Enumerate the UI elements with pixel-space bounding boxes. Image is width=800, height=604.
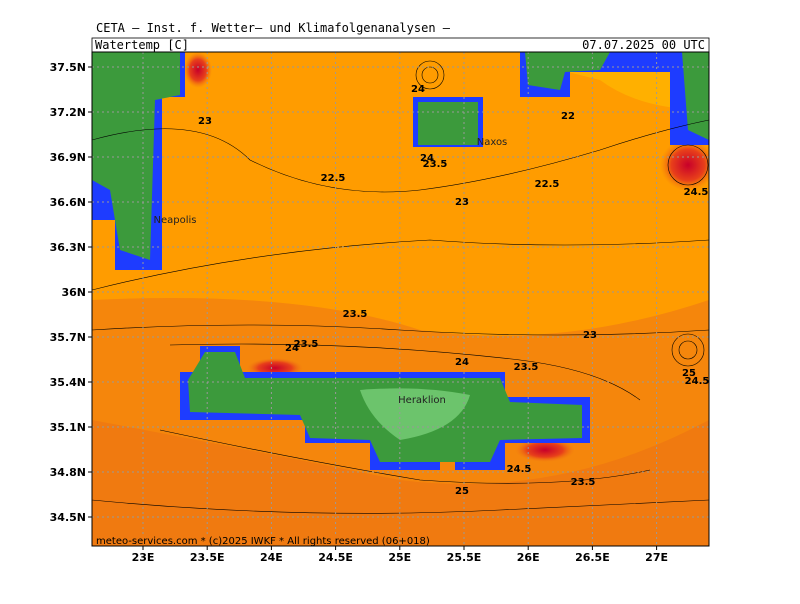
place-name: Neapolis: [154, 215, 197, 226]
map-field: [92, 52, 709, 546]
land: [525, 52, 610, 90]
contour-label: 24: [455, 357, 469, 368]
contour-label: 24: [420, 153, 434, 164]
lat-label: 37.5N: [50, 61, 86, 74]
hot-spot: [184, 52, 212, 88]
contour-label: 23.5: [294, 339, 319, 350]
lat-label: 36.6N: [50, 196, 86, 209]
lat-label: 36.9N: [50, 151, 86, 164]
contour-label: 22.5: [535, 179, 560, 190]
contour-label: 23.5: [423, 159, 448, 170]
lat-label: 35.1N: [50, 421, 86, 434]
place-name: Naxos: [477, 137, 508, 148]
hot-spot: [515, 438, 575, 462]
lat-label: 35.7N: [50, 331, 86, 344]
contour-label: 22: [561, 111, 575, 122]
hot-spot: [660, 139, 709, 191]
map-frame: [91, 51, 710, 547]
parameter-label: Watertemp [C]: [95, 38, 189, 52]
contour-label: 23: [455, 197, 469, 208]
contour-label: 25: [455, 486, 469, 497]
contour-labels: 23 22.5 24 22 24 23.5 22.5 23 24.5 23.5 …: [198, 84, 709, 497]
contour-label: 22.5: [321, 173, 346, 184]
graticule: [92, 52, 709, 546]
lon-label: 24.5E: [318, 551, 353, 564]
land: [92, 52, 180, 260]
contours: [92, 60, 709, 514]
valid-time: 07.07.2025 00 UTC: [582, 38, 705, 52]
contour-label: 23.5: [514, 362, 539, 373]
lat-label: 34.5N: [50, 511, 86, 524]
contour-label: 24.5: [507, 464, 532, 475]
lon-label: 26.5E: [575, 551, 610, 564]
lon-label: 24E: [260, 551, 283, 564]
contour-label: 23.5: [343, 309, 368, 320]
contour-label: 24: [411, 84, 425, 95]
lon-label: 25E: [388, 551, 411, 564]
contour-label: 23: [583, 330, 597, 341]
lon-label: 23E: [132, 551, 155, 564]
contour-label: 24.5: [684, 187, 709, 198]
header-title: CETA – Inst. f. Wetter– und Klimafolgena…: [96, 21, 451, 35]
sea-warmest: [92, 420, 709, 546]
lat-label: 35.4N: [50, 376, 86, 389]
place-names: Naxos Neapolis Heraklion: [154, 137, 508, 406]
lon-label: 25.5E: [447, 551, 482, 564]
contour-label: 23.5: [571, 477, 596, 488]
lat-label: 37.2N: [50, 106, 86, 119]
contour-label: 23: [198, 116, 212, 127]
lon-label: 27E: [645, 551, 668, 564]
lon-label: 23.5E: [190, 551, 225, 564]
lat-label: 34.8N: [50, 466, 86, 479]
lat-label: 36N: [61, 286, 86, 299]
footer: meteo-services.com * (c)2025 IWKF * All …: [96, 536, 430, 547]
land: [682, 52, 709, 140]
contour-label: 24: [285, 343, 299, 354]
place-name: Heraklion: [398, 395, 446, 406]
contour-label: 24.5: [685, 376, 710, 387]
contour-label: 25: [682, 368, 696, 379]
land: [418, 102, 478, 145]
footer-bg: [93, 535, 393, 545]
lat-label: 36.3N: [50, 241, 86, 254]
lon-label: 26E: [517, 551, 540, 564]
